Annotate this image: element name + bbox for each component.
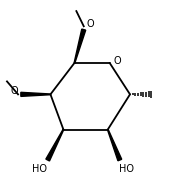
Polygon shape — [108, 129, 122, 161]
Text: O: O — [113, 56, 121, 66]
Text: HO: HO — [32, 164, 47, 174]
Polygon shape — [21, 92, 50, 96]
Text: O: O — [10, 86, 18, 96]
Text: HO: HO — [119, 164, 134, 174]
Text: O: O — [86, 19, 94, 29]
Polygon shape — [46, 129, 64, 161]
Polygon shape — [74, 29, 86, 63]
